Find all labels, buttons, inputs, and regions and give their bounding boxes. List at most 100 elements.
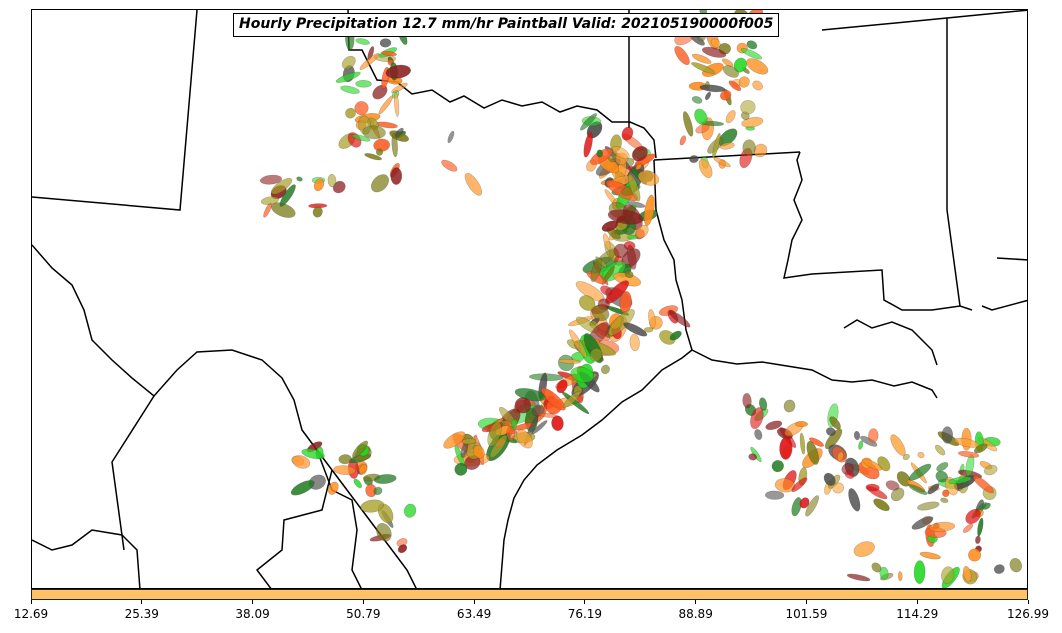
- precip-blob: [516, 429, 533, 449]
- precip-blob: [791, 497, 802, 517]
- precip-blob: [353, 478, 363, 489]
- precip-blob: [740, 47, 763, 60]
- precip-blob: [315, 446, 324, 459]
- precip-blob: [719, 142, 735, 150]
- precip-blob: [742, 139, 756, 156]
- precip-blob: [601, 220, 618, 232]
- precip-blob: [890, 434, 906, 456]
- precip-blob: [927, 483, 940, 495]
- precip-blob: [568, 329, 588, 358]
- precip-blob: [270, 177, 293, 195]
- precip-blob: [940, 497, 949, 504]
- tn-border: [821, 10, 1027, 31]
- precip-blob: [679, 135, 687, 146]
- precip-blob: [362, 125, 386, 140]
- precip-blob: [748, 453, 758, 461]
- precip-blob: [613, 243, 628, 259]
- precip-blob: [771, 460, 784, 473]
- precip-blob: [623, 322, 648, 337]
- precip-blob: [279, 184, 296, 207]
- precip-blob: [942, 489, 950, 498]
- precip-blob: [1009, 558, 1023, 573]
- al-east-border: [996, 257, 1027, 261]
- nm-tx-border: [32, 10, 198, 211]
- precip-blob: [583, 132, 593, 158]
- precip-blob: [917, 501, 940, 511]
- colorbar-tick-label: 114.29: [896, 607, 939, 621]
- colorbar-tick-label: 12.69: [13, 607, 49, 621]
- precip-blob: [447, 130, 455, 144]
- precip-blob: [558, 358, 581, 364]
- precip-blob: [621, 126, 634, 141]
- precip-blob: [624, 270, 634, 279]
- precip-blob: [941, 426, 954, 444]
- precip-blob: [911, 516, 934, 530]
- precip-blob: [643, 194, 655, 227]
- precip-blob: [972, 475, 994, 494]
- precip-blob: [975, 535, 981, 544]
- precip-blob: [394, 91, 400, 117]
- colorbar-tick-mark: [805, 600, 807, 604]
- precip-blob: [556, 379, 568, 394]
- colorbar-tick-label: 101.59: [785, 607, 828, 621]
- precip-blob: [333, 465, 356, 475]
- precip-blob: [373, 486, 383, 496]
- precip-blob: [691, 96, 703, 104]
- precip-blob: [464, 172, 483, 196]
- precip-blob: [338, 454, 352, 465]
- precip-blob: [570, 366, 595, 383]
- precip-blob: [312, 206, 323, 218]
- precip-blob: [832, 482, 845, 494]
- colorbar-tick-mark: [916, 600, 918, 604]
- precip-blob: [259, 174, 283, 185]
- precip-blob: [538, 412, 558, 418]
- mexico-state-3: [316, 449, 362, 588]
- colorbar-tick-label: 88.89: [678, 607, 713, 621]
- mexico-state-1: [111, 395, 155, 551]
- precip-blob: [866, 486, 888, 500]
- precip-blob: [897, 571, 903, 582]
- precip-blob: [712, 132, 721, 159]
- precip-blob: [375, 148, 384, 156]
- colorbar-tick-mark: [141, 600, 143, 604]
- precip-blob: [454, 462, 468, 476]
- colorbar-tick-mark: [362, 600, 364, 604]
- precip-blob: [590, 257, 602, 283]
- precip-blob: [260, 196, 279, 205]
- precip-blob: [531, 420, 548, 435]
- precip-blob: [779, 436, 793, 460]
- louisiana-coast: [691, 349, 938, 399]
- texas-coast: [499, 349, 693, 588]
- precip-blob: [376, 522, 392, 542]
- mississippi-river: [783, 151, 973, 311]
- precip-blob: [962, 523, 974, 533]
- precip-blob: [902, 453, 910, 461]
- precip-blob: [345, 107, 356, 119]
- la-inland-coast: [843, 319, 938, 366]
- precip-blob: [765, 420, 783, 431]
- precip-blob: [327, 481, 339, 495]
- precip-blob: [713, 157, 731, 168]
- precip-blob: [562, 391, 581, 408]
- precip-blob: [719, 90, 732, 101]
- precip-blob: [589, 348, 603, 362]
- precip-blob: [637, 170, 660, 186]
- precip-blob: [359, 52, 380, 70]
- precip-blob: [928, 521, 956, 532]
- colorbar-tick-mark: [252, 600, 254, 604]
- precip-blob: [355, 38, 370, 45]
- ar-la-border: [653, 151, 801, 161]
- precip-blob: [983, 464, 998, 476]
- colorbar: [31, 589, 1028, 600]
- colorbar-tick-label: 25.39: [124, 607, 159, 621]
- precip-blob: [758, 397, 768, 411]
- precip-blob: [397, 544, 408, 554]
- precip-blob: [381, 50, 397, 57]
- precip-blob: [868, 428, 879, 443]
- precip-blob: [750, 407, 764, 430]
- precip-blob: [795, 420, 808, 428]
- precip-blob: [799, 432, 806, 455]
- mexico-state-2: [32, 529, 141, 588]
- precip-blob: [962, 566, 972, 583]
- precip-blob: [873, 498, 890, 512]
